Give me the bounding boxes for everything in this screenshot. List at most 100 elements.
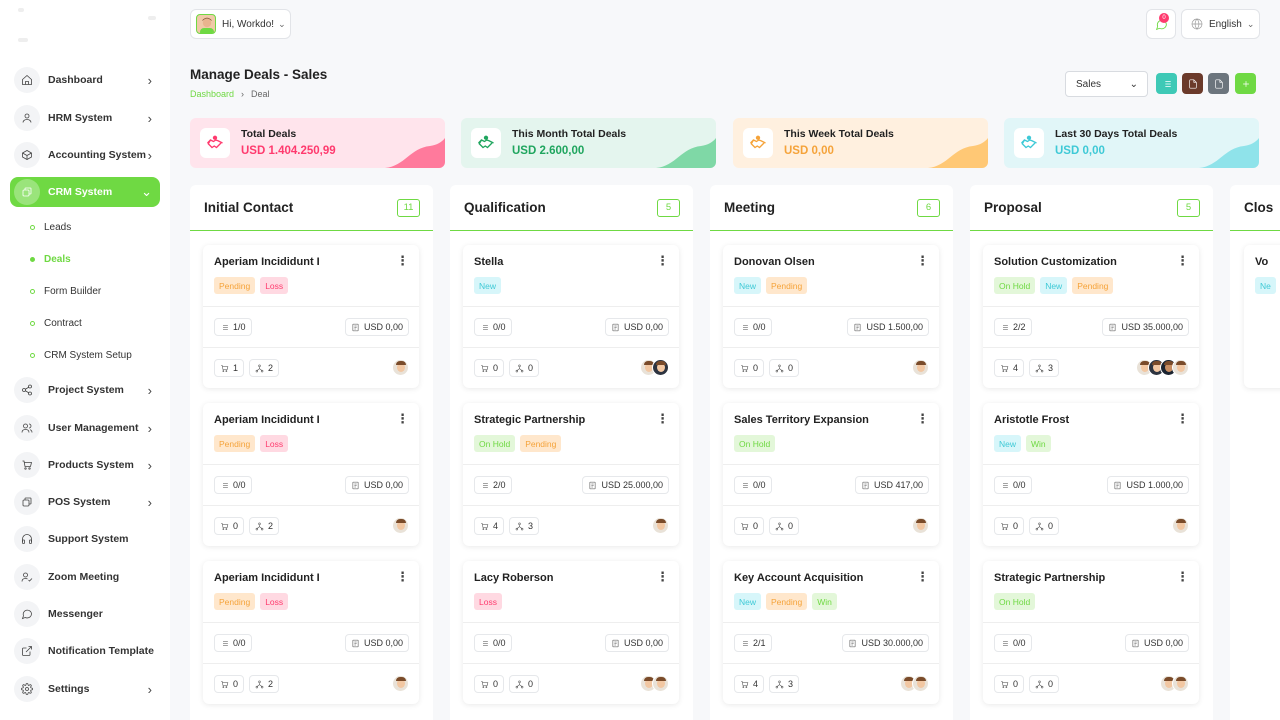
pipeline-select[interactable]: Sales ⌄ (1065, 71, 1148, 97)
sidebar-item-accounting-system[interactable]: Accounting System › (10, 140, 160, 170)
tasks-pill: 0/0 (474, 634, 512, 652)
receipt-icon (862, 481, 869, 489)
list-icon (1001, 324, 1008, 330)
deal-users (912, 359, 929, 376)
deal-card[interactable]: Aperiam Incididunt I ⋮ Pending Loss 0/0 USD 0… (203, 561, 419, 704)
sources-pill: 0 (1029, 675, 1060, 693)
sidebar-item-pos-system[interactable]: POS System › (10, 487, 160, 517)
notification-button[interactable]: 0 (1146, 9, 1176, 39)
sidebar-item-support-system[interactable]: Support System (10, 524, 160, 554)
sidebar-item-label: Dashboard (48, 74, 103, 86)
chevron-down-icon: ⌄ (1246, 18, 1255, 29)
deal-card[interactable]: Strategic Partnership ⋮ On Hold Pending 2/0 U… (463, 403, 679, 546)
products-count: 0 (493, 363, 499, 373)
sources-pill: 2 (249, 675, 280, 693)
price-pill: USD 25.000,00 (582, 476, 669, 494)
avatar (652, 675, 669, 692)
tasks-pill: 0/0 (994, 476, 1032, 494)
sidebar-item-products-system[interactable]: Products System › (10, 450, 160, 480)
sidebar-item-label: Project System (48, 384, 124, 396)
sidebar-item-notification-template[interactable]: Notification Template (10, 636, 160, 666)
user-menu-button[interactable]: Hi, Workdo! ⌄ (190, 9, 291, 39)
status-badge: Ne (1255, 277, 1276, 294)
column-title: Qualification (464, 200, 546, 215)
deal-price: USD 0,00 (623, 638, 663, 648)
more-vertical-icon[interactable]: ⋮ (656, 569, 669, 584)
sidebar-item-dashboard[interactable]: Dashboard › (10, 65, 160, 95)
products-count: 0 (493, 679, 499, 689)
deal-card[interactable]: Sales Territory Expansion ⋮ On Hold 0/0 USD … (723, 403, 939, 546)
globe-icon (1191, 18, 1203, 30)
price-pill: USD 1.000,00 (1107, 476, 1189, 494)
more-vertical-icon[interactable]: ⋮ (916, 411, 929, 426)
products-count: 0 (753, 363, 759, 373)
pipeline-value: Sales (1076, 78, 1102, 90)
products-count: 0 (233, 679, 239, 689)
deal-card[interactable]: Aristotle Frost ⋮ New Win 0/0 USD 1.000,00 0 0 (983, 403, 1199, 546)
sidebar-item-settings[interactable]: Settings › (10, 674, 160, 704)
language-select[interactable]: English ⌄ (1181, 9, 1260, 39)
list-view-button[interactable] (1156, 73, 1177, 94)
deal-card[interactable]: Key Account Acquisition ⋮ New Pending Win 2/1… (723, 561, 939, 704)
sidebar-subitem-leads[interactable]: Leads (30, 217, 71, 237)
box-icon (14, 142, 40, 168)
import-button[interactable] (1182, 73, 1203, 94)
more-vertical-icon[interactable]: ⋮ (396, 253, 409, 268)
sidebar-item-zoom-meeting[interactable]: Zoom Meeting (10, 562, 160, 592)
column-count-badge: 5 (1177, 198, 1200, 217)
sidebar-item-user-management[interactable]: User Management › (10, 413, 160, 443)
tasks-pill: 0/0 (474, 318, 512, 336)
breadcrumb-dashboard-link[interactable]: Dashboard (190, 89, 235, 99)
more-vertical-icon[interactable]: ⋮ (1176, 569, 1189, 584)
export-button[interactable] (1208, 73, 1229, 94)
share-icon (255, 522, 264, 530)
deal-card[interactable]: Donovan Olsen ⋮ New Pending 0/0 USD 1.500,00 0… (723, 245, 939, 388)
more-vertical-icon[interactable]: ⋮ (916, 253, 929, 268)
sidebar-item-hrm-system[interactable]: HRM System › (10, 103, 160, 133)
sources-count: 0 (788, 521, 794, 531)
tasks-count: 0/0 (1013, 638, 1026, 648)
divider (723, 622, 939, 623)
deal-tags: Pending Loss (214, 435, 289, 452)
tasks-pill: 0/0 (734, 318, 772, 336)
status-badge: On Hold (994, 277, 1036, 294)
list-icon (481, 640, 488, 646)
deal-card[interactable]: Aperiam Incididunt I ⋮ Pending Loss 1/0 USD 0… (203, 245, 419, 388)
deal-card[interactable]: Stella ⋮ New 0/0 USD 0,00 0 0 (463, 245, 679, 388)
deal-card[interactable]: Solution Customization ⋮ On Hold New Pending… (983, 245, 1199, 388)
sidebar-item-crm-system[interactable]: CRM System ⌄ (10, 177, 160, 207)
list-icon (1001, 640, 1008, 646)
sidebar-subitem-crm-system-setup[interactable]: CRM System Setup (30, 345, 132, 365)
file-export-icon (1214, 79, 1223, 88)
sidebar-item-messenger[interactable]: Messenger (10, 599, 160, 629)
deal-card[interactable]: Aperiam Incididunt I ⋮ Pending Loss 0/0 USD 0… (203, 403, 419, 546)
more-vertical-icon[interactable]: ⋮ (1176, 253, 1189, 268)
sidebar-subitem-form-builder[interactable]: Form Builder (30, 281, 101, 301)
more-vertical-icon[interactable]: ⋮ (396, 411, 409, 426)
sources-count: 0 (1048, 521, 1054, 531)
avatar (1172, 517, 1189, 534)
sources-count: 0 (788, 363, 794, 373)
deal-users (392, 517, 409, 534)
deal-card[interactable]: Strategic Partnership ⋮ On Hold 0/0 USD 0,00… (983, 561, 1199, 704)
deal-card[interactable]: Lacy Roberson ⋮ Loss 0/0 USD 0,00 0 0 (463, 561, 679, 704)
sidebar-item-project-system[interactable]: Project System › (10, 375, 160, 405)
tasks-count: 0/0 (753, 480, 766, 490)
more-vertical-icon[interactable]: ⋮ (396, 569, 409, 584)
deal-tags: Ne (1255, 277, 1276, 294)
status-badge: Pending (520, 435, 562, 452)
price-pill: USD 30.000,00 (842, 634, 929, 652)
sidebar-item-label: Products System (48, 459, 134, 471)
chevron-right-icon: › (147, 420, 152, 436)
sidebar-subitem-contract[interactable]: Contract (30, 313, 82, 333)
greeting-text: Hi, Workdo! (222, 18, 275, 30)
divider (463, 505, 679, 506)
more-vertical-icon[interactable]: ⋮ (916, 569, 929, 584)
more-vertical-icon[interactable]: ⋮ (656, 411, 669, 426)
deal-card[interactable]: Vo Ne (1244, 245, 1280, 388)
create-deal-button[interactable] (1235, 73, 1256, 94)
avatar (1172, 359, 1189, 376)
sidebar-subitem-deals[interactable]: Deals (30, 249, 71, 269)
more-vertical-icon[interactable]: ⋮ (1176, 411, 1189, 426)
more-vertical-icon[interactable]: ⋮ (656, 253, 669, 268)
